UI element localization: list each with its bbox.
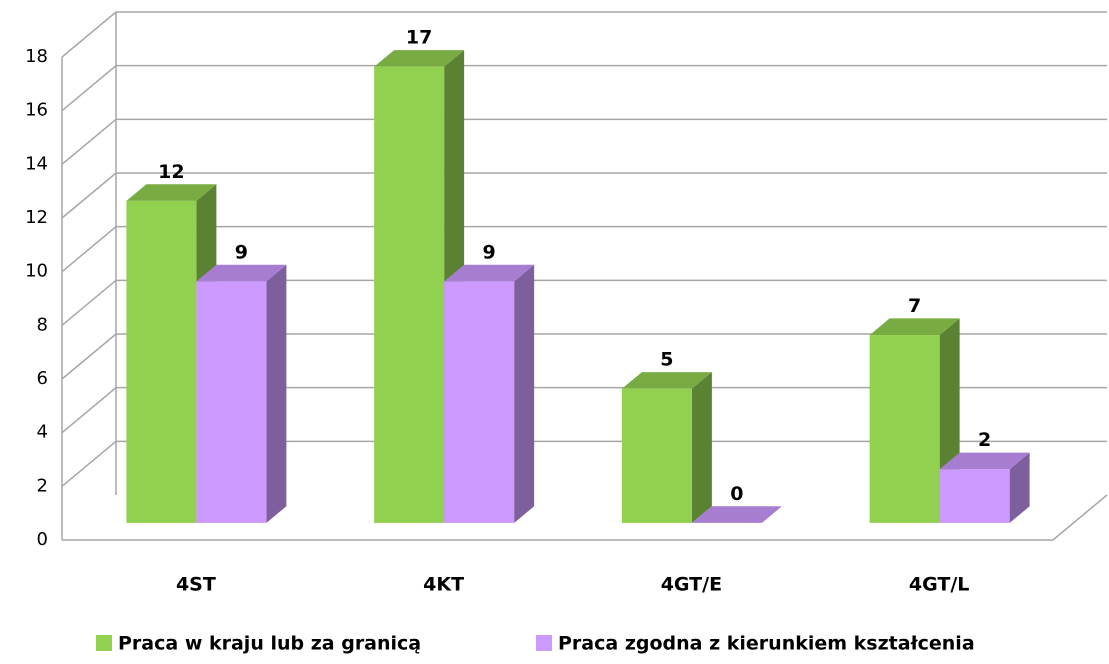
data-label: 9 [483, 241, 496, 263]
bar-top [374, 50, 465, 67]
bar-side [266, 264, 287, 523]
bar [126, 200, 197, 523]
bar [444, 281, 515, 523]
bar-side [691, 372, 712, 523]
y-tick-label: 8 [37, 314, 48, 335]
y-tick-label: 10 [25, 261, 48, 282]
data-label: 2 [978, 429, 991, 451]
legend-swatch [536, 635, 552, 651]
legend-label: Praca zgodna z kierunkiem kształcenia [558, 633, 975, 655]
bar [621, 388, 692, 523]
data-label: 0 [730, 483, 743, 505]
bar-top [691, 506, 782, 523]
legend-label: Praca w kraju lub za granicą [118, 633, 421, 655]
y-tick-label: 16 [25, 100, 48, 121]
bar-top [196, 264, 287, 282]
x-tick-label: 4GT/E [661, 574, 722, 596]
grid-line [61, 118, 1107, 165]
data-label: 9 [235, 241, 248, 263]
bar [374, 66, 445, 523]
bar-top [126, 184, 217, 201]
x-tick-label: 4GT/L [909, 574, 970, 596]
bar [196, 281, 267, 523]
bar [869, 335, 940, 523]
bar-top [939, 452, 1030, 470]
grid-line [61, 172, 1107, 219]
y-tick-label: 0 [37, 529, 48, 550]
bar-top [444, 264, 535, 282]
data-label: 12 [158, 161, 184, 183]
grid-line [61, 11, 1107, 58]
bar-top [621, 372, 712, 389]
data-label: 5 [660, 349, 673, 371]
data-label: 7 [908, 295, 921, 317]
grid-line [62, 494, 1108, 541]
bar-side [514, 264, 535, 523]
y-tick-label: 6 [37, 368, 48, 389]
x-tick-label: 4KT [423, 574, 464, 596]
data-label: 17 [406, 27, 432, 49]
bar-top [869, 318, 960, 336]
y-tick-label: 4 [37, 422, 48, 443]
y-tick-label: 18 [25, 46, 48, 67]
bar [939, 469, 1010, 523]
y-tick-label: 12 [25, 207, 48, 228]
bar-side [1009, 452, 1030, 523]
legend-swatch [96, 635, 112, 651]
y-tick-label: 14 [25, 153, 48, 174]
grid-line [61, 64, 1107, 112]
x-tick-label: 4ST [176, 574, 216, 596]
y-tick-label: 2 [37, 475, 48, 496]
